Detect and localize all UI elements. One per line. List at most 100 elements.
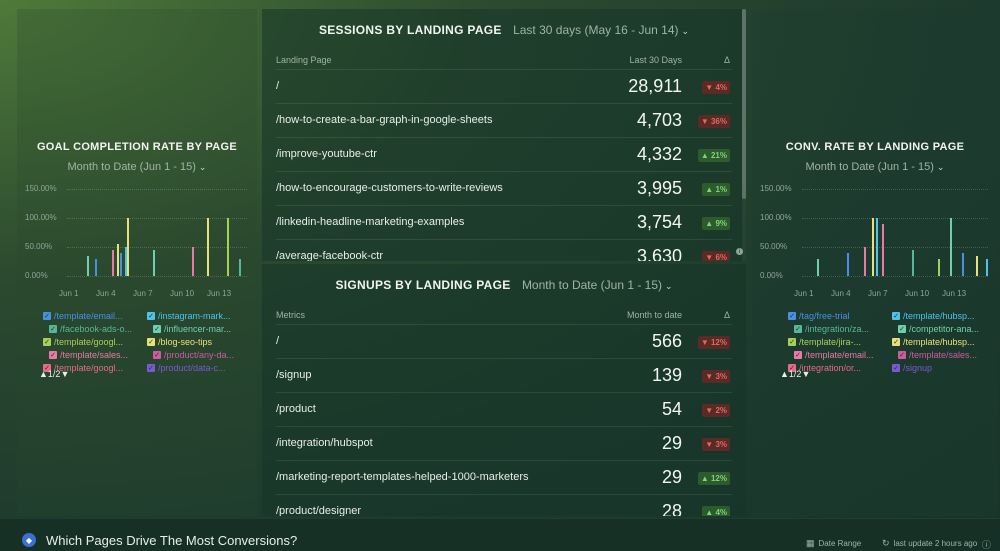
legend-item[interactable]: ✓/blog-seo-tips [147, 337, 212, 347]
legend-item[interactable]: ✓/product/data-c... [147, 363, 226, 373]
legend-label: /template/jira-... [799, 337, 862, 347]
chart-bar[interactable] [125, 247, 127, 276]
legend-item[interactable]: ✓/integration/za... [794, 324, 869, 334]
legend-item[interactable]: ✓/competitor-ana... [898, 324, 979, 334]
chart-bar[interactable] [117, 244, 119, 276]
table-row[interactable]: / 566 ▼ 12% [276, 324, 732, 358]
table-row[interactable]: /linkedin-headline-marketing-examples 3,7… [276, 205, 732, 239]
legend-item[interactable]: ✓/template/sales... [49, 350, 128, 360]
table-row[interactable]: /product 54 ▼ 2% [276, 392, 732, 426]
checkbox-icon[interactable]: ✓ [892, 312, 900, 320]
legend-item[interactable]: ✓/template/email... [43, 311, 123, 321]
row-value: 28 [661, 501, 682, 516]
legend-item[interactable]: ✓/instagram-mark... [147, 311, 231, 321]
chart-bar[interactable] [95, 259, 97, 276]
checkbox-icon[interactable]: ✓ [794, 325, 802, 333]
chart-bar[interactable] [227, 218, 229, 276]
checkbox-icon[interactable]: ✓ [788, 364, 796, 372]
sessions-date-range[interactable]: Last 30 days (May 16 - Jun 14) ⌄ [513, 23, 689, 37]
chart-bar[interactable] [962, 253, 964, 276]
legend-item[interactable]: ✓/template/jira-... [788, 337, 861, 347]
sessions-scrollbar[interactable] [742, 9, 746, 261]
date-range-label: Date Range [818, 539, 862, 548]
legend-item[interactable]: ✓/template/email... [794, 350, 874, 360]
legend-pager[interactable]: ▲1/2▼ [780, 369, 810, 379]
chart-bar[interactable] [112, 250, 114, 276]
checkbox-icon[interactable]: ✓ [794, 351, 802, 359]
checkbox-icon[interactable]: ✓ [43, 364, 51, 372]
chart-bar[interactable] [239, 259, 241, 276]
signups-date-label: Month to Date (Jun 1 - 15) [521, 278, 663, 292]
pager-up-icon[interactable]: ▲ [39, 369, 48, 379]
checkbox-icon[interactable]: ✓ [788, 338, 796, 346]
chart-bar[interactable] [817, 259, 819, 276]
chart-bar[interactable] [192, 247, 194, 276]
date-range-button[interactable]: ▦ Date Range [806, 538, 861, 549]
legend-pager[interactable]: ▲1/2▼ [39, 369, 69, 379]
goal-completion-legend: ✓/template/email... ✓/instagram-mark... ✓ /… [17, 9, 257, 516]
chart-bar[interactable] [864, 247, 866, 276]
chart-bar[interactable] [847, 253, 849, 276]
checkbox-icon[interactable]: ✓ [147, 312, 155, 320]
legend-item[interactable]: ✓/product/any-da... [153, 350, 234, 360]
table-row[interactable]: / 28,911 ▼ 4% [276, 69, 732, 103]
checkbox-icon[interactable]: ✓ [43, 312, 51, 320]
chart-bar[interactable] [120, 253, 122, 276]
chart-bar[interactable] [976, 256, 978, 276]
chart-bar[interactable] [87, 256, 89, 276]
checkbox-icon[interactable]: ✓ [892, 338, 900, 346]
chart-bar[interactable] [950, 218, 952, 276]
checkbox-icon[interactable]: ✓ [49, 325, 57, 333]
info-icon[interactable]: ⓘ [982, 538, 995, 551]
legend-item[interactable]: ✓/tag/free-trial [788, 311, 850, 321]
legend-label: /blog-seo-tips [158, 337, 213, 347]
goal-completion-date-label: Month to Date (Jun 1 - 15) [67, 161, 196, 173]
goal-completion-date-range[interactable]: Month to Date (Jun 1 - 15) ⌄ [17, 161, 257, 173]
pager-down-icon[interactable]: ▼ [60, 369, 70, 379]
table-row[interactable]: /marketing-report-templates-helped-1000-… [276, 460, 732, 494]
legend-item[interactable]: ✓/influencer-mar... [153, 324, 231, 334]
pager-up-icon[interactable]: ▲ [780, 369, 789, 379]
legend-item[interactable]: ✓/integration/or... [788, 363, 861, 373]
chart-bar[interactable] [207, 218, 209, 276]
checkbox-icon[interactable]: ✓ [147, 338, 155, 346]
legend-item[interactable]: ✓/template/sales... [898, 350, 977, 360]
checkbox-icon[interactable]: ✓ [153, 351, 161, 359]
checkbox-icon[interactable]: ✓ [153, 325, 161, 333]
chart-bar[interactable] [876, 218, 878, 276]
legend-item[interactable]: ✓/signup [892, 363, 932, 373]
table-row[interactable]: /how-to-encourage-customers-to-write-rev… [276, 171, 732, 205]
checkbox-icon[interactable]: ✓ [898, 351, 906, 359]
chart-bar[interactable] [912, 250, 914, 276]
legend-label: /integration/or... [799, 363, 862, 373]
table-row[interactable]: /average-facebook-ctr 3,630 ▼ 6% [276, 239, 732, 261]
signups-date-range[interactable]: Month to Date (Jun 1 - 15) ⌄ [522, 278, 673, 292]
legend-item[interactable]: ✓/template/googl... [43, 363, 123, 373]
checkbox-icon[interactable]: ✓ [43, 338, 51, 346]
checkbox-icon[interactable]: ✓ [898, 325, 906, 333]
info-icon[interactable]: i [736, 248, 743, 255]
conv-rate-date-range[interactable]: Month to Date (Jun 1 - 15) ⌄ [752, 161, 998, 173]
checkbox-icon[interactable]: ✓ [788, 312, 796, 320]
table-row[interactable]: /improve-youtube-ctr 4,332 ▲ 21% [276, 137, 732, 171]
chart-bar[interactable] [938, 259, 940, 276]
checkbox-icon[interactable]: ✓ [49, 351, 57, 359]
legend-item[interactable]: ✓/template/googl... [43, 337, 123, 347]
pager-down-icon[interactable]: ▼ [801, 369, 811, 379]
table-row[interactable]: /signup 139 ▼ 3% [276, 358, 732, 392]
legend-item[interactable]: ✓/template/hubsp... [892, 337, 975, 347]
legend-item[interactable]: ✓/facebook-ads-o... [49, 324, 132, 334]
chart-bar[interactable] [153, 250, 155, 276]
chart-bar[interactable] [986, 259, 988, 276]
table-row[interactable]: /product/designer 28 ▲ 4% [276, 494, 732, 516]
scroll-thumb[interactable] [742, 9, 746, 199]
table-row[interactable]: /how-to-create-a-bar-graph-in-google-she… [276, 103, 732, 137]
table-row[interactable]: /integration/hubspot 29 ▼ 3% [276, 426, 732, 460]
chart-bar[interactable] [127, 218, 129, 276]
gridline [67, 189, 247, 190]
legend-item[interactable]: ✓/template/hubsp... [892, 311, 975, 321]
chart-bar[interactable] [882, 224, 884, 276]
checkbox-icon[interactable]: ✓ [892, 364, 900, 372]
checkbox-icon[interactable]: ✓ [147, 364, 155, 372]
chart-bar[interactable] [872, 218, 874, 276]
